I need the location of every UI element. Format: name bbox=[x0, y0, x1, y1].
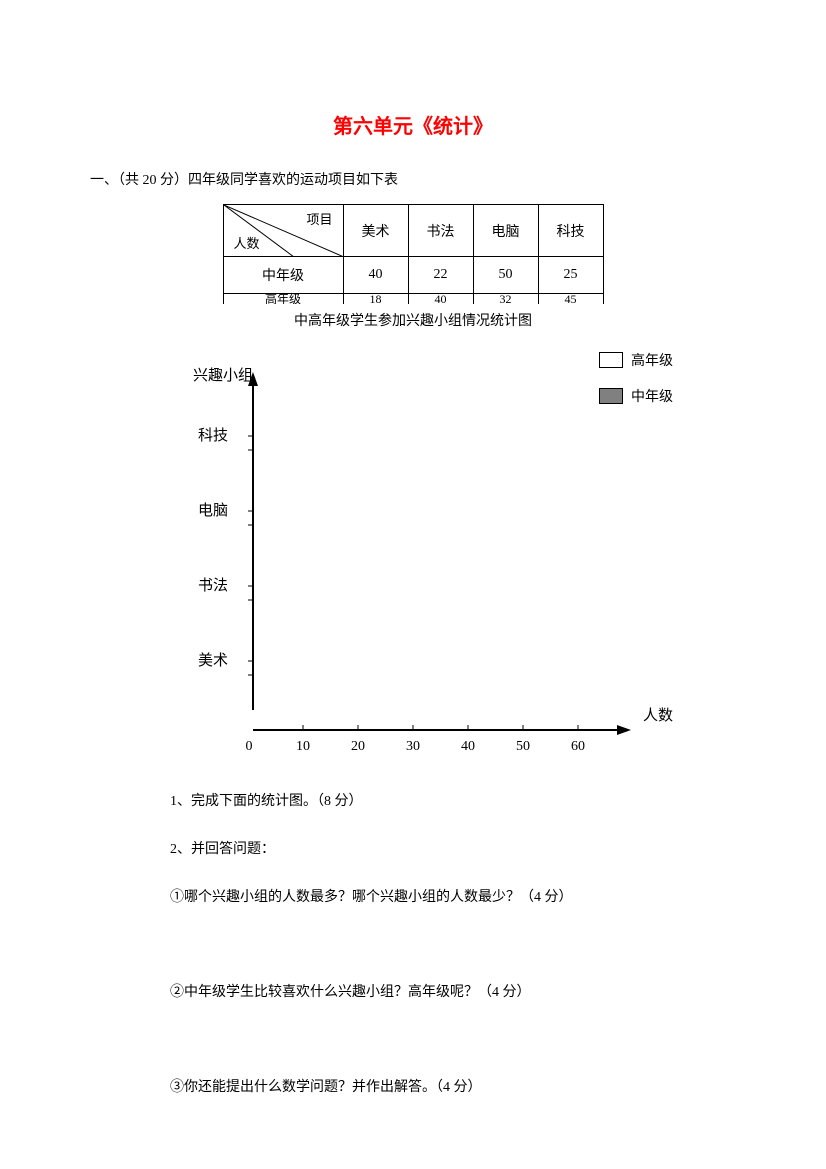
question-sub-2: ②中年级学生比较喜欢什么兴趣小组？高年级呢？（4 分） bbox=[170, 981, 736, 1001]
y-tick: 电脑 bbox=[198, 502, 228, 519]
question-1: 1、完成下面的统计图。（8 分） bbox=[170, 790, 736, 810]
question-2: 2、并回答问题： bbox=[170, 838, 736, 858]
cell: 50 bbox=[473, 257, 538, 294]
col-header: 美术 bbox=[343, 205, 408, 257]
y-tick: 科技 bbox=[198, 427, 228, 444]
cell: 22 bbox=[408, 257, 473, 294]
row-label: 高年级 bbox=[223, 294, 343, 305]
section-intro: 一、（共 20 分）四年级同学喜欢的运动项目如下表 bbox=[90, 169, 736, 189]
table-row: 中年级 40 22 50 25 bbox=[223, 257, 603, 294]
corner-bottom-label: 人数 bbox=[234, 233, 260, 252]
legend-label: 高年级 bbox=[631, 350, 673, 370]
x-tick: 50 bbox=[516, 739, 530, 754]
x-tick: 60 bbox=[571, 739, 585, 754]
legend-label: 中年级 bbox=[631, 386, 673, 406]
legend-item: 高年级 bbox=[599, 350, 673, 370]
col-header: 书法 bbox=[408, 205, 473, 257]
chart-area: 高年级 中年级 兴趣小组 科技 电脑 书法 美术 人数 0 10 20 bbox=[133, 350, 693, 770]
legend-item: 中年级 bbox=[599, 386, 673, 406]
page-title: 第六单元《统计》 bbox=[90, 110, 736, 139]
row-label: 中年级 bbox=[223, 257, 343, 294]
y-axis-label: 兴趣小组 bbox=[193, 367, 253, 384]
chart-title: 中高年级学生参加兴趣小组情况统计图 bbox=[90, 310, 736, 330]
x-tick: 40 bbox=[461, 739, 475, 754]
question-sub-1: ①哪个兴趣小组的人数最多？哪个兴趣小组的人数最少？（4 分） bbox=[170, 886, 736, 906]
questions-block: 1、完成下面的统计图。（8 分） 2、并回答问题： ①哪个兴趣小组的人数最多？哪… bbox=[90, 790, 736, 1096]
table-row-cut: 高年级 18 40 32 45 bbox=[223, 294, 603, 305]
x-tick: 20 bbox=[351, 739, 365, 754]
chart-legend: 高年级 中年级 bbox=[599, 350, 673, 422]
cell: 40 bbox=[343, 257, 408, 294]
table-corner-cell: 项目 人数 bbox=[223, 205, 343, 257]
x-tick: 10 bbox=[296, 739, 310, 754]
y-tick: 书法 bbox=[198, 577, 228, 594]
x-axis-label: 人数 bbox=[643, 707, 673, 724]
col-header: 科技 bbox=[538, 205, 603, 257]
legend-swatch-mid bbox=[599, 388, 623, 404]
cell: 45 bbox=[538, 294, 603, 305]
x-tick: 0 bbox=[246, 739, 253, 754]
y-tick: 美术 bbox=[198, 652, 228, 669]
legend-swatch-high bbox=[599, 352, 623, 368]
corner-top-label: 项目 bbox=[306, 209, 332, 228]
x-tick: 30 bbox=[406, 739, 420, 754]
question-sub-3: ③你还能提出什么数学问题？并作出解答。（4 分） bbox=[170, 1076, 736, 1096]
cell: 18 bbox=[343, 294, 408, 305]
cell: 40 bbox=[408, 294, 473, 305]
data-table: 项目 人数 美术 书法 电脑 科技 中年级 40 22 50 25 高年级 18… bbox=[223, 204, 604, 304]
col-header: 电脑 bbox=[473, 205, 538, 257]
cell: 25 bbox=[538, 257, 603, 294]
cell: 32 bbox=[473, 294, 538, 305]
